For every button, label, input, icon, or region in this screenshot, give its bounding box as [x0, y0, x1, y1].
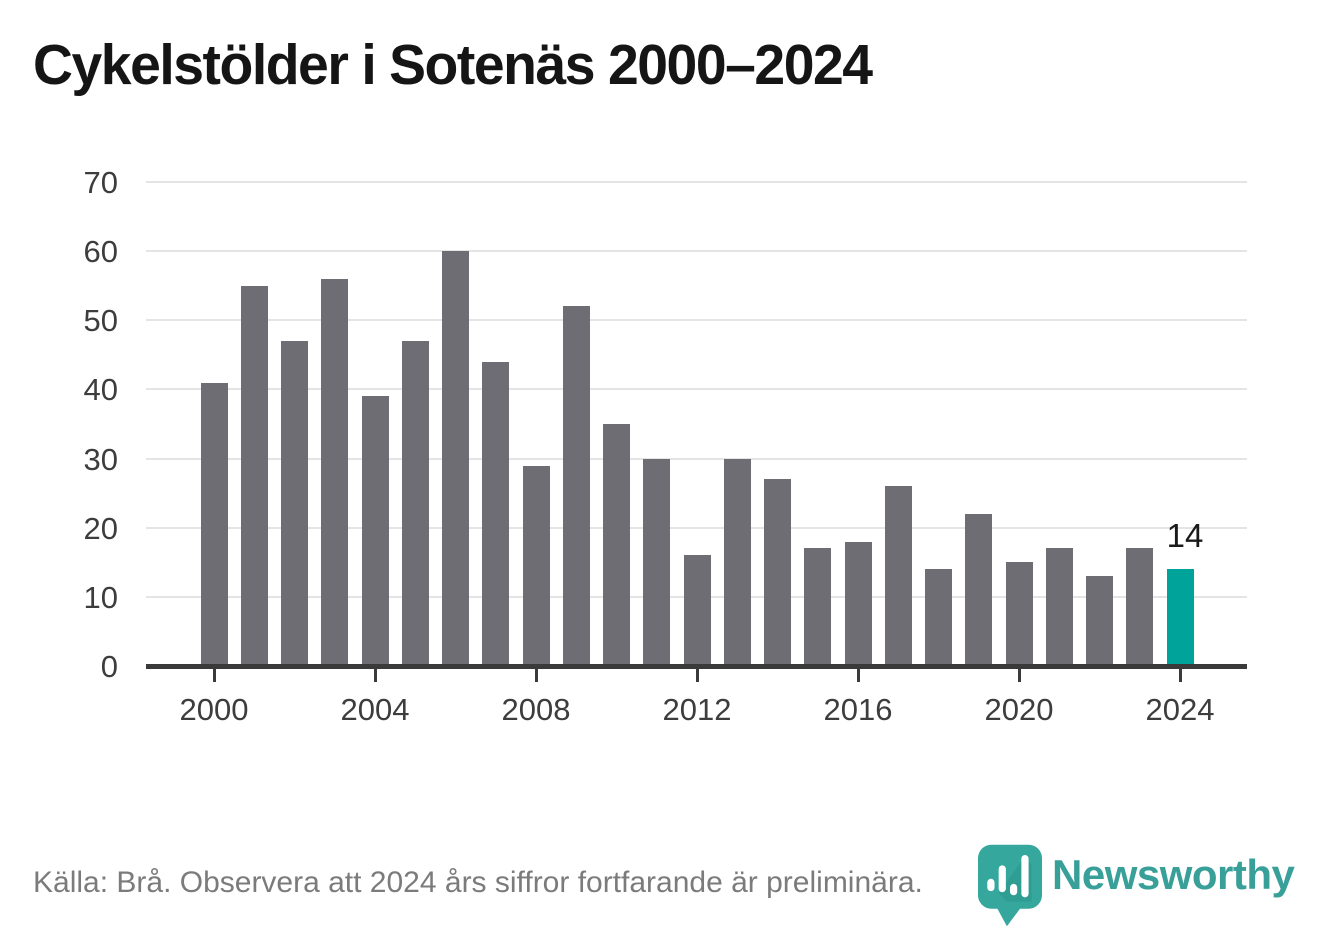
x-axis-label-2008: 2008	[501, 692, 571, 727]
gridline-y-60	[146, 250, 1247, 253]
highlight-value-label: 14	[1166, 517, 1204, 555]
x-axis-label-2020: 2020	[984, 692, 1054, 727]
x-axis-label-2016: 2016	[823, 692, 893, 727]
source-note: Källa: Brå. Observera att 2024 års siffr…	[33, 866, 923, 899]
bar-2003	[321, 278, 349, 666]
bar-2001	[240, 285, 268, 666]
x-axis-label-2012: 2012	[662, 692, 732, 727]
bar-2017	[884, 486, 912, 666]
x-tick-2004	[373, 668, 377, 682]
y-axis-label-70: 70	[83, 165, 118, 200]
x-axis-label-2000: 2000	[179, 692, 249, 727]
gridline-y-20	[146, 526, 1247, 529]
gridline-y-30	[146, 457, 1247, 460]
x-tick-2016	[856, 668, 860, 682]
bar-2004	[361, 396, 389, 666]
bar-2006	[442, 251, 469, 666]
bar-2016	[844, 541, 872, 666]
bar-2019	[965, 513, 993, 666]
chart-title: Cykelstölder i Sotenäs 2000–2024	[33, 33, 873, 97]
bar-2024	[1166, 569, 1194, 666]
bar-2011	[643, 458, 671, 666]
bar-2023	[1126, 548, 1154, 666]
bar-2018	[925, 569, 952, 666]
bar-2021	[1045, 548, 1073, 666]
bar-2015	[804, 548, 832, 666]
x-tick-2008	[534, 668, 538, 682]
bar-2014	[764, 479, 791, 666]
newsworthy-logo: Newsworthy	[978, 844, 1308, 930]
x-tick-2012	[695, 668, 699, 682]
x-axis-line	[146, 664, 1247, 669]
gridline-y-40	[146, 388, 1247, 391]
y-axis-label-0: 0	[100, 649, 118, 684]
bar-2009	[562, 306, 590, 666]
newsworthy-pin-icon	[978, 844, 1042, 927]
y-axis-label-30: 30	[83, 441, 118, 477]
bar-2007	[482, 361, 510, 666]
bar-chart-plot-area: 0 10 20 30 40 50 60 70 14 2000 2004 2008 2012 2016 202…	[84, 167, 1247, 727]
bar-2012	[683, 555, 711, 666]
y-axis-label-40: 40	[83, 372, 118, 408]
x-tick-2000	[212, 668, 216, 682]
gridline-y-50	[146, 319, 1247, 322]
bar-2000	[200, 382, 228, 666]
y-axis-label-10: 10	[83, 579, 118, 615]
x-tick-2020	[1017, 668, 1021, 682]
bar-2002	[281, 341, 308, 666]
y-axis-label-50: 50	[83, 303, 118, 339]
y-axis-label-20: 20	[83, 510, 118, 546]
gridline-y-70	[146, 181, 1247, 183]
bar-2005	[401, 341, 429, 666]
newsworthy-logo-text: Newsworthy	[1052, 851, 1295, 898]
bar-2010	[603, 424, 630, 666]
bar-2008	[522, 465, 550, 666]
bar-2013	[723, 458, 751, 666]
x-tick-2024	[1178, 668, 1182, 682]
bar-2020	[1005, 562, 1033, 666]
x-axis-label-2004: 2004	[340, 692, 410, 727]
y-axis-label-60: 60	[83, 234, 118, 270]
x-axis-label-2024: 2024	[1145, 692, 1215, 727]
bar-2022	[1086, 576, 1113, 666]
